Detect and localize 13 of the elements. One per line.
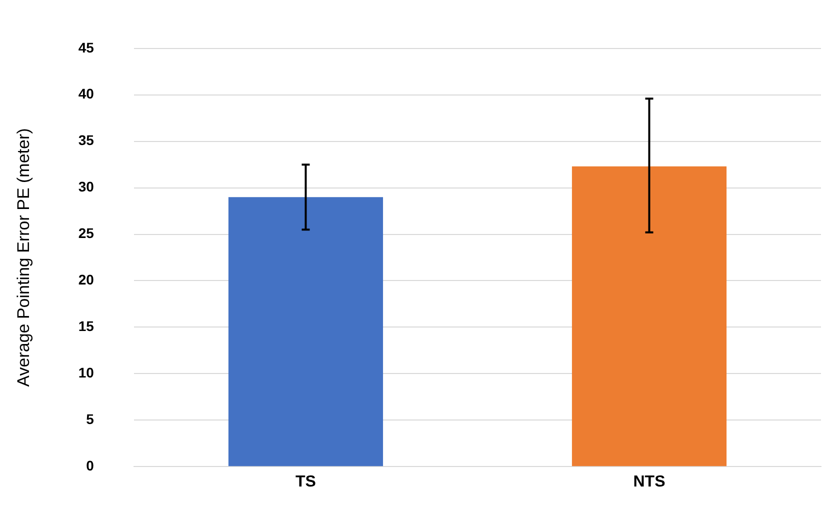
y-axis-title: Average Pointing Error PE (meter)	[14, 128, 33, 387]
y-tick-label: 30	[78, 178, 94, 195]
y-tick-label: 45	[78, 39, 94, 56]
y-tick-label: 40	[78, 86, 94, 102]
y-tick-label: 10	[78, 364, 94, 381]
x-tick-label: NTS	[633, 474, 666, 491]
y-tick-label: 5	[86, 410, 94, 427]
x-tick-label: TS	[296, 474, 316, 491]
y-tick-label: 20	[78, 272, 94, 288]
y-tick-label: 25	[78, 225, 94, 242]
y-tick-label: 35	[78, 132, 94, 148]
y-tick-label: 0	[86, 457, 94, 474]
y-tick-label: 15	[78, 318, 94, 334]
